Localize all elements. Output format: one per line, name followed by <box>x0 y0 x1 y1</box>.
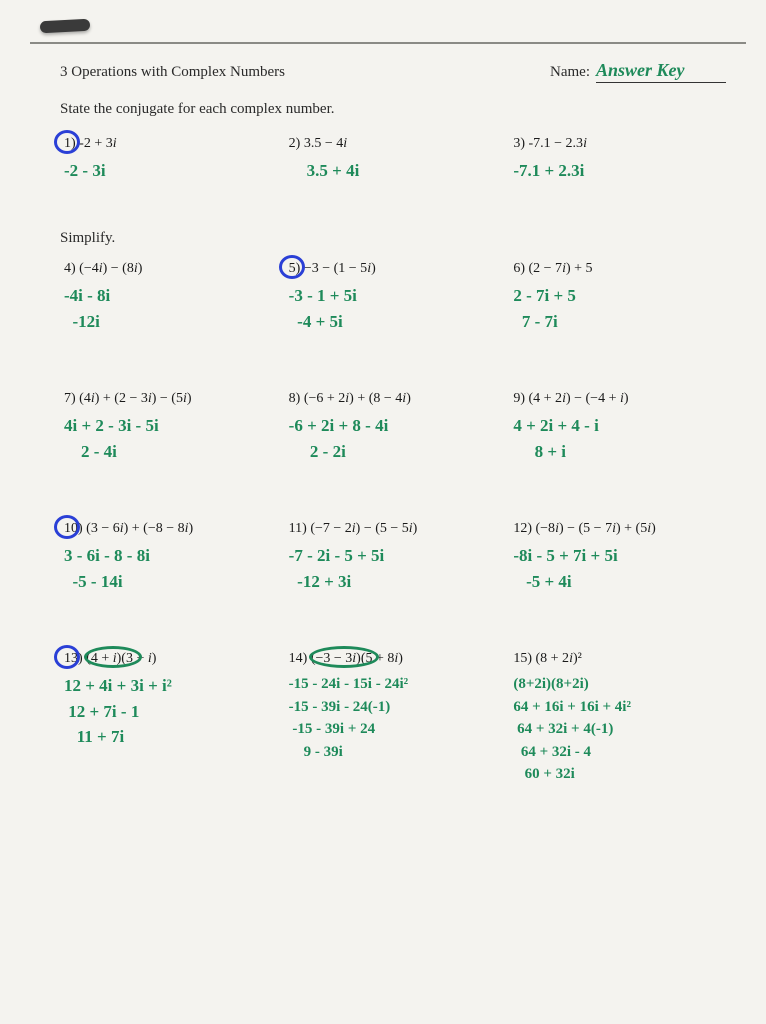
name-line: Answer Key <box>596 60 726 83</box>
handwritten-work: (8+2i)(8+2i) 64 + 16i + 16i + 4i² 64 + 3… <box>513 673 722 786</box>
instruction-2: Simplify. <box>60 230 726 247</box>
problem-text: 13) (4 + i)(3 + i) <box>64 651 156 666</box>
problem-text: 5) −3 − (1 − 5i) <box>289 261 376 276</box>
problem-8: 8) (−6 + 2i) + (8 − 4i) -6 + 2i + 8 - 4i… <box>285 387 502 517</box>
header-row: 3 Operations with Complex Numbers Name: … <box>60 60 726 83</box>
problem-text: 10) (3 − 6i) + (−8 − 8i) <box>64 521 193 536</box>
problem-14: 14) (−3 − 3i)(5 + 8i) -15 - 24i - 15i - … <box>285 647 502 817</box>
handwritten-work: -3 - 1 + 5i -4 + 5i <box>289 283 498 334</box>
problem-text: 6) (2 − 7i) + 5 <box>513 261 592 276</box>
problem-text: 9) (4 + 2i) − (−4 + i) <box>513 391 628 406</box>
handwritten-work: -6 + 2i + 8 - 4i 2 - 2i <box>289 413 498 464</box>
problem-text: 7) (4i) + (2 − 3i) − (5i) <box>64 391 192 406</box>
problem-5: 5) −3 − (1 − 5i) -3 - 1 + 5i -4 + 5i <box>285 257 502 387</box>
handwritten-work: 4i + 2 - 3i - 5i 2 - 4i <box>64 413 273 464</box>
problem-6: 6) (2 − 7i) + 5 2 - 7i + 5 7 - 7i <box>509 257 726 387</box>
handwritten-work: 2 - 7i + 5 7 - 7i <box>513 283 722 334</box>
problem-text: 12) (−8i) − (5 − 7i) + (5i) <box>513 521 655 536</box>
instruction-1: State the conjugate for each complex num… <box>60 101 726 118</box>
problem-2: 2) 3.5 − 4i 3.5 + 4i <box>285 132 502 222</box>
handwritten-work: 3 - 6i - 8 - 8i -5 - 14i <box>64 543 273 594</box>
handwritten-work: -8i - 5 + 7i + 5i -5 + 4i <box>513 543 722 594</box>
handwritten-work: -7 - 2i - 5 + 5i -12 + 3i <box>289 543 498 594</box>
name-field: Name: Answer Key <box>550 60 726 83</box>
problem-text: 15) (8 + 2i)² <box>513 651 581 666</box>
handwritten-work: 4 + 2i + 4 - i 8 + i <box>513 413 722 464</box>
handwritten-work: -2 - 3i <box>64 158 273 184</box>
problem-text: 14) (−3 − 3i)(5 + 8i) <box>289 651 403 666</box>
problem-text: 3) -7.1 − 2.3i <box>513 136 587 151</box>
problem-12: 12) (−8i) − (5 − 7i) + (5i) -8i - 5 + 7i… <box>509 517 726 647</box>
problem-13: 13) (4 + i)(3 + i) 12 + 4i + 3i + i² 12 … <box>60 647 277 817</box>
handwritten-work: -7.1 + 2.3i <box>513 158 722 184</box>
worksheet-title: 3 Operations with Complex Numbers <box>60 64 285 81</box>
problem-7: 7) (4i) + (2 − 3i) − (5i) 4i + 2 - 3i - … <box>60 387 277 517</box>
handwritten-work: -4i - 8i -12i <box>64 283 273 334</box>
problem-9: 9) (4 + 2i) − (−4 + i) 4 + 2i + 4 - i 8 … <box>509 387 726 517</box>
problem-15: 15) (8 + 2i)² (8+2i)(8+2i) 64 + 16i + 16… <box>509 647 726 817</box>
name-value: Answer Key <box>596 60 685 80</box>
problem-text: 2) 3.5 − 4i <box>289 136 347 151</box>
handwritten-work: -15 - 24i - 15i - 24i² -15 - 39i - 24(-1… <box>289 673 498 763</box>
name-label: Name: <box>550 64 590 81</box>
problem-text: 1) -2 + 3i <box>64 136 117 151</box>
grid-section-2: 4) (−4i) − (8i) -4i - 8i -12i 5) −3 − (1… <box>60 257 726 817</box>
problem-4: 4) (−4i) − (8i) -4i - 8i -12i <box>60 257 277 387</box>
problem-11: 11) (−7 − 2i) − (5 − 5i) -7 - 2i - 5 + 5… <box>285 517 502 647</box>
problem-text: 8) (−6 + 2i) + (8 − 4i) <box>289 391 411 406</box>
problem-text: 11) (−7 − 2i) − (5 − 5i) <box>289 521 418 536</box>
grid-section-1: 1) -2 + 3i -2 - 3i 2) 3.5 − 4i 3.5 + 4i … <box>60 132 726 222</box>
problem-10: 10) (3 − 6i) + (−8 − 8i) 3 - 6i - 8 - 8i… <box>60 517 277 647</box>
problem-1: 1) -2 + 3i -2 - 3i <box>60 132 277 222</box>
problem-text: 4) (−4i) − (8i) <box>64 261 142 276</box>
problem-3: 3) -7.1 − 2.3i -7.1 + 2.3i <box>509 132 726 222</box>
handwritten-work: 3.5 + 4i <box>289 158 498 184</box>
handwritten-work: 12 + 4i + 3i + i² 12 + 7i - 1 11 + 7i <box>64 673 273 750</box>
worksheet-page: 3 Operations with Complex Numbers Name: … <box>0 0 766 1024</box>
